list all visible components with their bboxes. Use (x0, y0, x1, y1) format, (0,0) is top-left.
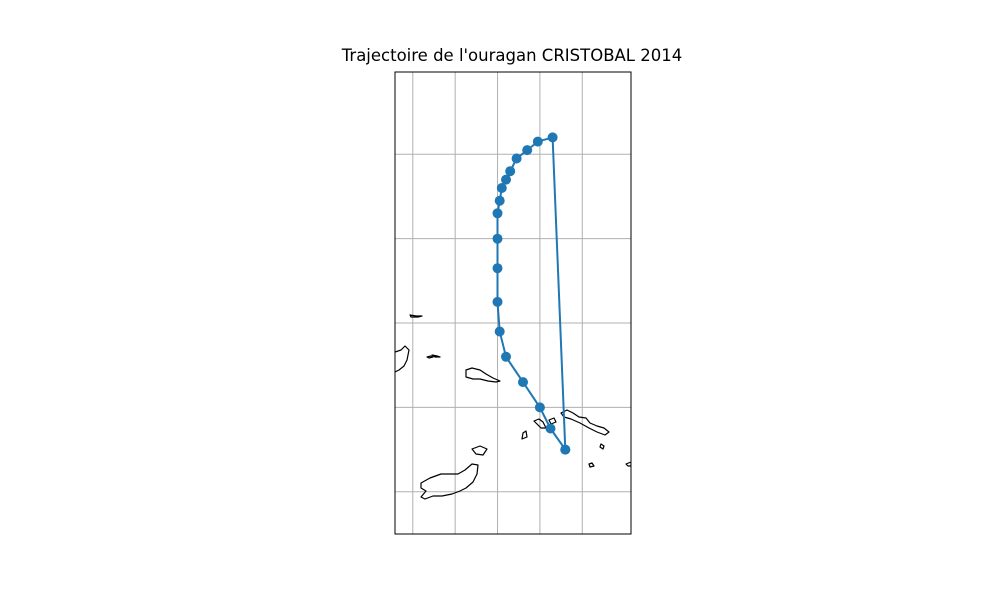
coastline-isle-of-youth (409, 314, 423, 318)
coastline-jamaica (420, 463, 479, 500)
hurricane-track (492, 132, 571, 455)
track-point (501, 351, 511, 362)
track-point (560, 444, 571, 455)
track-point (534, 402, 545, 413)
coastline-cay-south (521, 430, 528, 440)
axes-frame (394, 71, 632, 535)
track-point (496, 183, 507, 193)
coastline-bahamas-a (533, 418, 547, 429)
track-point (492, 296, 503, 307)
track-point (494, 326, 505, 337)
track-point (501, 174, 511, 185)
coastline-cayman-2 (431, 354, 441, 358)
coastline-caicos-east (599, 443, 605, 450)
track-point (518, 377, 528, 388)
track-point (492, 263, 503, 274)
coastline-caicos (560, 409, 610, 436)
track-point (511, 153, 522, 164)
coastlines (395, 314, 631, 500)
track-point (522, 145, 533, 156)
map-title: Trajectoire de l'ouragan CRISTOBAL 2014 (341, 46, 683, 65)
track-point (532, 136, 543, 147)
map-axes (395, 72, 631, 534)
track-point (492, 208, 503, 219)
coastline-turks (588, 462, 595, 468)
coastline-bahamas-b (548, 417, 557, 425)
track-point (505, 166, 516, 177)
coastline-east-edge (625, 461, 631, 467)
coastline-south-cuba (465, 367, 501, 383)
track-point (547, 132, 558, 143)
gridlines (395, 72, 631, 534)
coastline-cuba-west (395, 345, 410, 373)
coastline-jamaica-north (471, 445, 488, 456)
track-point (494, 195, 505, 206)
track-point (492, 233, 503, 244)
track-point (545, 423, 556, 434)
coastline-cayman-1 (426, 355, 434, 359)
